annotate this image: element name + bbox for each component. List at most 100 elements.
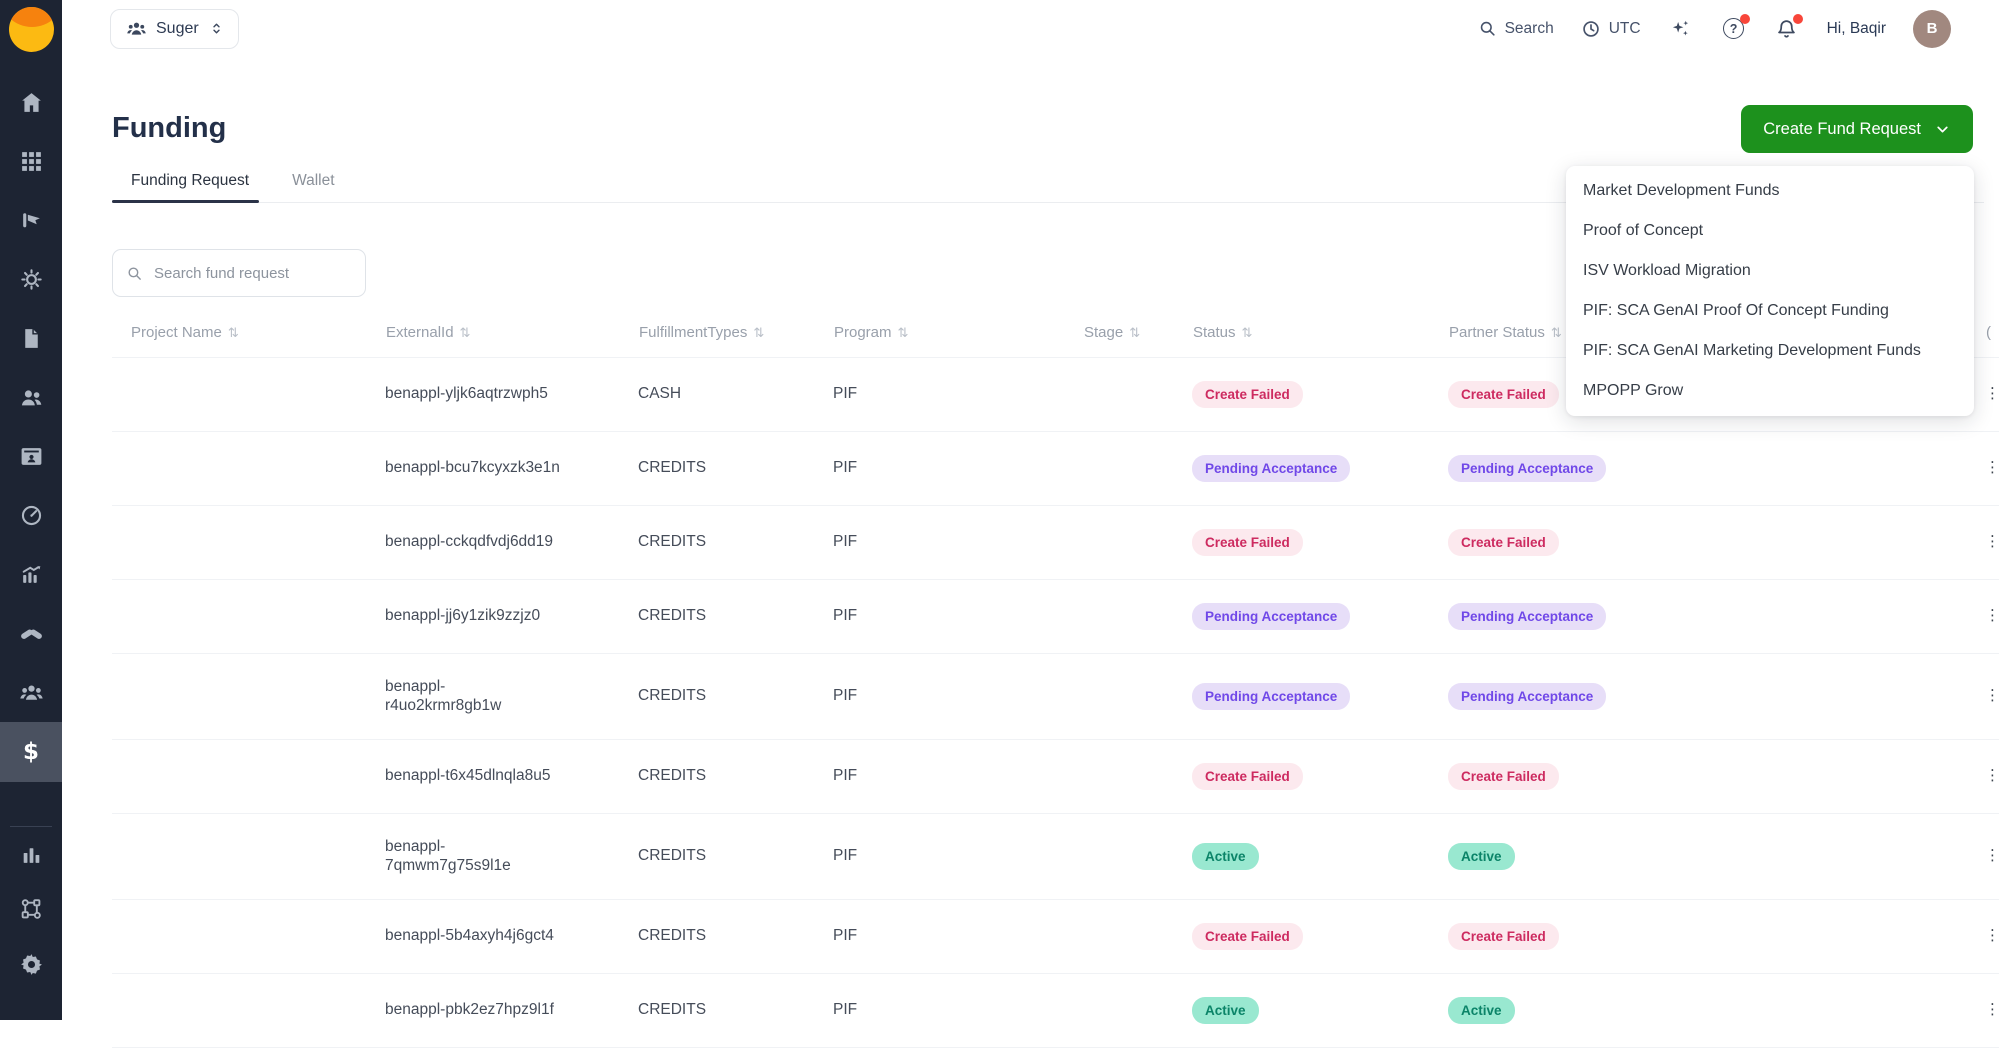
avatar[interactable]: B — [1913, 9, 1951, 48]
cell-partner-status: Pending Acceptance — [1448, 579, 1940, 654]
table-row[interactable]: benappl-bcu7kcyxzk3e1n CREDITS PIF Pending … — [112, 431, 1999, 506]
sidebar-item-settings[interactable] — [0, 937, 62, 992]
cell-partner-status: Pending Acceptance — [1448, 653, 1940, 740]
sidebar-item-community[interactable] — [0, 663, 62, 722]
search-fund-request-box[interactable] — [112, 249, 366, 297]
sidebar-item-growth[interactable] — [0, 545, 62, 604]
cell-status: Pending Acceptance — [1192, 653, 1448, 740]
column-header-program[interactable]: Program ⇅ — [833, 309, 1083, 358]
menu-item[interactable]: PIF: SCA GenAI Proof Of Concept Funding — [1583, 302, 1889, 319]
row-menu-icon[interactable]: ⋮ — [1985, 606, 1999, 625]
timezone-label: UTC — [1608, 19, 1641, 37]
table-row[interactable]: benappl-pbk2ez7hpz9l1f CREDITS PIF Active Ac… — [112, 973, 1999, 1048]
cell-row-actions: ⋮ — [1940, 579, 1999, 654]
global-search-button[interactable]: Search — [1478, 19, 1554, 38]
table-row[interactable]: benappl-t6x45dlnqla8u5 CREDITS PIF Create F… — [112, 739, 1999, 814]
cell-status: Create Failed — [1192, 899, 1448, 974]
help-icon: ? — [1723, 18, 1745, 39]
sort-icon[interactable]: ⇅ — [1241, 326, 1253, 342]
create-fund-request-menu: Market Development Funds Proof of Concept… — [1566, 166, 1974, 416]
row-menu-icon[interactable]: ⋮ — [1985, 458, 1999, 477]
column-header-status[interactable]: Status ⇅ — [1192, 309, 1448, 358]
cell-row-actions: ⋮ — [1940, 653, 1999, 740]
cell-partner-status: Create Failed — [1448, 739, 1940, 814]
column-header-fulfillmenttypes[interactable]: FulfillmentTypes ⇅ — [638, 309, 833, 358]
row-menu-icon[interactable]: ⋮ — [1985, 926, 1999, 945]
sidebar-item-apps[interactable] — [0, 132, 62, 191]
row-menu-icon[interactable]: ⋮ — [1985, 1000, 1999, 1019]
cell-status: Create Failed — [1192, 505, 1448, 580]
sort-icon[interactable]: ⇅ — [1550, 326, 1562, 342]
help-button[interactable]: ? — [1721, 13, 1750, 42]
sort-icon[interactable]: ⇅ — [753, 326, 765, 342]
notifications-button[interactable] — [1774, 13, 1803, 42]
menu-item[interactable]: PIF: SCA GenAI Marketing Development Fun… — [1583, 342, 1921, 359]
table-row[interactable]: benappl-jj6y1zik9zzjz0 CREDITS PIF Pending … — [112, 579, 1999, 654]
create-fund-request-button[interactable]: Create Fund Request — [1741, 105, 1973, 153]
bell-icon — [1778, 20, 1795, 38]
menu-item[interactable]: Market Development Funds — [1583, 182, 1780, 199]
chevron-down-icon — [1937, 126, 1948, 132]
sidebar-item-promote[interactable] — [0, 191, 62, 250]
sort-icon[interactable]: ⇅ — [227, 326, 239, 342]
cell-row-actions: ⋮ — [1940, 739, 1999, 814]
column-header-project-name[interactable]: Project Name ⇅ — [112, 309, 385, 358]
row-menu-icon[interactable]: ⋮ — [1985, 846, 1999, 865]
cell-partner-status: Active — [1448, 973, 1940, 1048]
cell-fulfillment-types: CREDITS — [638, 739, 833, 814]
cell-fulfillment-types: CREDITS — [638, 899, 833, 974]
sidebar-item-reports[interactable] — [0, 827, 62, 882]
people-group-icon — [19, 685, 43, 700]
menu-item[interactable]: Proof of Concept — [1583, 222, 1704, 239]
cell-status: Active — [1192, 973, 1448, 1048]
menu-item[interactable]: MPOPP Grow — [1583, 382, 1684, 399]
sparkles-icon — [1672, 20, 1689, 36]
cell-fulfillment-types: CREDITS — [638, 813, 833, 900]
cell-stage — [1083, 505, 1192, 580]
topbar: Suger Search UTC ? Hi, Baqir — [62, 0, 1999, 57]
column-label: FulfillmentTypes — [639, 324, 748, 342]
sidebar-item-customers[interactable] — [0, 368, 62, 427]
table-body: benappl-yljk6aqtrzwph5 CASH PIF Create Fail… — [112, 357, 1999, 1048]
assistant-button[interactable] — [1668, 16, 1694, 42]
tab-wallet[interactable]: Wallet — [292, 172, 335, 189]
org-selector[interactable]: Suger — [110, 8, 239, 49]
sidebar-item-contacts[interactable] — [0, 427, 62, 486]
sort-icon[interactable]: ⇅ — [1129, 326, 1141, 342]
row-menu-icon[interactable]: ⋮ — [1985, 766, 1999, 785]
cell-program: PIF — [833, 431, 1083, 506]
sidebar-item-home[interactable] — [0, 73, 62, 132]
sidebar-item-workflows[interactable] — [0, 882, 62, 937]
column-header-stage[interactable]: Stage ⇅ — [1083, 309, 1192, 358]
cell-external-id: benappl-bcu7kcyxzk3e1n — [385, 431, 638, 506]
table-row[interactable]: benappl-cckqdfvdj6dd19 CREDITS PIF Create F… — [112, 505, 1999, 580]
status-badge: Pending Acceptance — [1448, 454, 1607, 482]
app-logo[interactable] — [8, 7, 54, 52]
row-menu-icon[interactable]: ⋮ — [1985, 532, 1999, 551]
tab-funding-request[interactable]: Funding Request — [112, 171, 260, 203]
table-row[interactable]: benappl- 7qmwm7g75s9l1e CREDITS PIF Active A… — [112, 813, 1999, 900]
sort-icon[interactable]: ⇅ — [897, 326, 909, 342]
menu-item[interactable]: ISV Workload Migration — [1583, 262, 1751, 279]
fund-request-table: Project Name ⇅ ExternalId ⇅ FulfillmentTypes… — [112, 309, 1999, 1048]
cell-row-actions: ⋮ — [1940, 505, 1999, 580]
row-menu-icon[interactable]: ⋮ — [1985, 686, 1999, 705]
timezone-selector[interactable]: UTC — [1581, 19, 1641, 39]
search-input[interactable] — [152, 263, 352, 283]
cell-status: Pending Acceptance — [1192, 579, 1448, 654]
cell-project-name — [112, 357, 385, 432]
chevron-updown-icon — [213, 23, 220, 34]
table-row[interactable]: benappl-5b4axyh4j6gct4 CREDITS PIF Create F… — [112, 899, 1999, 974]
table-row[interactable]: benappl- r4uo2krmr8gb1w CREDITS PIF Pending… — [112, 653, 1999, 740]
sidebar-item-operations[interactable] — [0, 250, 62, 309]
sort-icon[interactable]: ⇅ — [459, 326, 471, 342]
sidebar-item-partnerships[interactable] — [0, 604, 62, 663]
column-label: Partner Status — [1449, 324, 1545, 342]
sidebar-item-funding[interactable]: $ — [0, 722, 62, 782]
column-header-externalid[interactable]: ExternalId ⇅ — [385, 309, 638, 358]
sidebar-item-usage[interactable] — [0, 486, 62, 545]
column-label: Program — [834, 324, 892, 342]
sidebar-item-documents[interactable] — [0, 309, 62, 368]
cell-program: PIF — [833, 973, 1083, 1048]
row-menu-icon[interactable]: ⋮ — [1985, 384, 1999, 403]
